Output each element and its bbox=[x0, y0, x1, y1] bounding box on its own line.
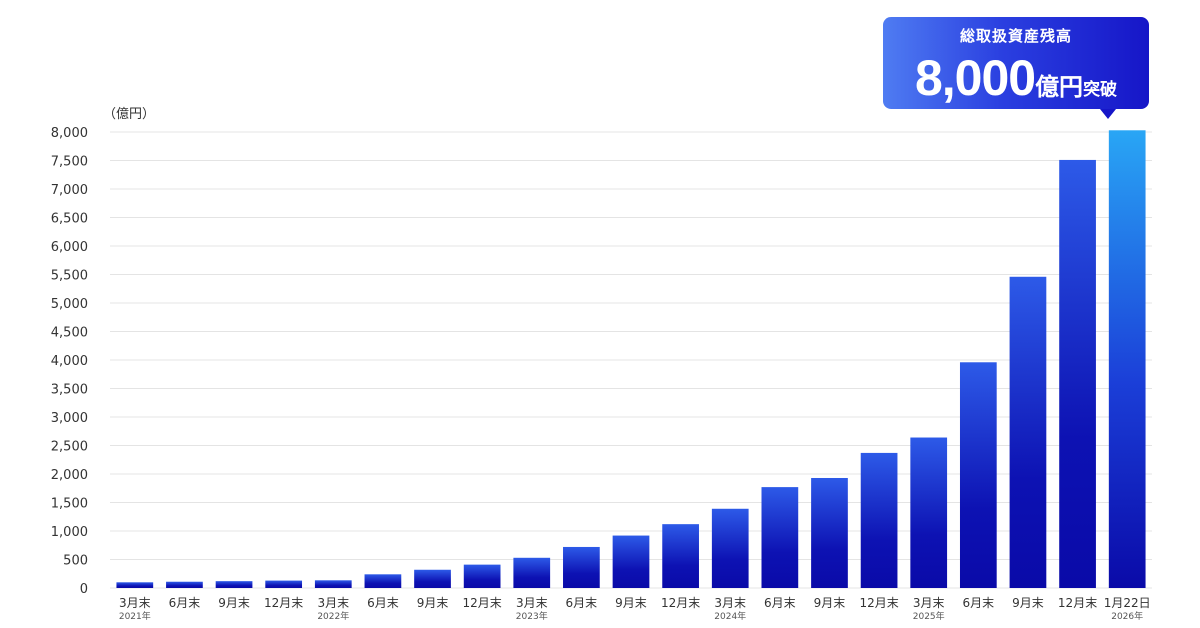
y-axis-ticks: 0 500 1,000 1,500 2,000 2,500 3,000 3,500 4,000 4… bbox=[51, 126, 88, 597]
y-tick-label: 7,000 bbox=[51, 183, 88, 198]
y-tick-label: 1,500 bbox=[51, 497, 88, 512]
y-tick-label: 8,000 bbox=[51, 126, 88, 141]
y-tick-label: 4,000 bbox=[51, 354, 88, 369]
x-tick-label: 1月22日 bbox=[1104, 596, 1151, 610]
x-tick-label: 12月末 bbox=[661, 596, 700, 610]
x-tick-label: 3月末 bbox=[119, 596, 151, 610]
y-tick-label: 6,500 bbox=[51, 212, 88, 227]
y-tick-label: 6,000 bbox=[51, 240, 88, 255]
x-tick-label: 9月末 bbox=[814, 596, 846, 610]
x-year-label: 2024年 bbox=[714, 610, 746, 622]
y-tick-label: 1,000 bbox=[51, 525, 88, 540]
bar bbox=[1108, 130, 1146, 589]
callout-title: 総取扱資産残高 bbox=[959, 27, 1072, 45]
bar bbox=[265, 580, 303, 588]
callout-value: 8,000 bbox=[914, 50, 1036, 106]
x-tick-label: 6月末 bbox=[367, 596, 399, 610]
y-tick-label: 3,000 bbox=[51, 411, 88, 426]
y-tick-label: 4,500 bbox=[51, 326, 88, 341]
y-tick-label: 500 bbox=[63, 554, 88, 569]
x-year-label: 2025年 bbox=[913, 610, 945, 622]
x-tick-label: 3月末 bbox=[516, 596, 548, 610]
bar bbox=[1009, 276, 1047, 588]
x-tick-label: 12月末 bbox=[859, 596, 898, 610]
x-tick-label: 12月末 bbox=[1058, 596, 1097, 610]
callout-unit: 億円 bbox=[1035, 73, 1084, 101]
total-assets-callout: 総取扱資産残高 8,000億円突破 bbox=[883, 17, 1149, 109]
bar bbox=[860, 452, 898, 588]
bar bbox=[215, 581, 253, 588]
bar bbox=[463, 564, 501, 588]
bar bbox=[563, 546, 600, 588]
x-tick-label: 12月末 bbox=[264, 596, 303, 610]
x-tick-label: 9月末 bbox=[218, 596, 250, 610]
x-tick-label: 3月末 bbox=[317, 596, 349, 610]
x-tick-label: 9月末 bbox=[615, 596, 647, 610]
bar bbox=[1059, 159, 1096, 588]
bar bbox=[711, 508, 749, 588]
bar bbox=[959, 362, 997, 588]
y-axis-unit-label: （億円） bbox=[103, 106, 155, 122]
bar bbox=[414, 569, 451, 588]
bars bbox=[116, 130, 1146, 589]
y-tick-label: 3,500 bbox=[51, 383, 88, 398]
x-year-label: 2023年 bbox=[516, 610, 548, 622]
bar bbox=[811, 477, 848, 588]
x-tick-label: 12月末 bbox=[463, 596, 502, 610]
y-tick-label: 5,000 bbox=[51, 297, 88, 312]
x-year-label: 2022年 bbox=[317, 610, 349, 622]
y-tick-label: 2,500 bbox=[51, 440, 88, 455]
y-tick-label: 7,500 bbox=[51, 155, 88, 170]
bar bbox=[166, 581, 203, 588]
x-tick-label: 9月末 bbox=[417, 596, 449, 610]
bar bbox=[612, 535, 650, 588]
bar bbox=[761, 487, 799, 588]
x-year-label: 2021年 bbox=[119, 610, 151, 622]
bar bbox=[116, 582, 154, 588]
bar bbox=[513, 557, 551, 588]
callout-pointer bbox=[1100, 109, 1116, 119]
x-tick-label: 6月末 bbox=[764, 596, 796, 610]
x-tick-label: 9月末 bbox=[1012, 596, 1044, 610]
grid-lines bbox=[110, 131, 1152, 589]
bar bbox=[364, 574, 402, 588]
callout-value-line: 8,000億円突破 bbox=[883, 49, 1149, 107]
y-tick-label: 0 bbox=[80, 582, 88, 597]
callout-suffix: 突破 bbox=[1083, 80, 1118, 100]
x-tick-label: 6月末 bbox=[566, 596, 598, 610]
x-tick-label: 3月末 bbox=[913, 596, 945, 610]
x-tick-label: 6月末 bbox=[169, 596, 201, 610]
bar bbox=[314, 580, 352, 588]
x-tick-label: 6月末 bbox=[963, 596, 995, 610]
bar bbox=[910, 437, 948, 588]
bar bbox=[662, 524, 699, 588]
y-tick-label: 2,000 bbox=[51, 468, 88, 483]
x-tick-label: 3月末 bbox=[714, 596, 746, 610]
x-year-label: 2026年 bbox=[1111, 610, 1143, 622]
y-tick-label: 5,500 bbox=[51, 269, 88, 284]
